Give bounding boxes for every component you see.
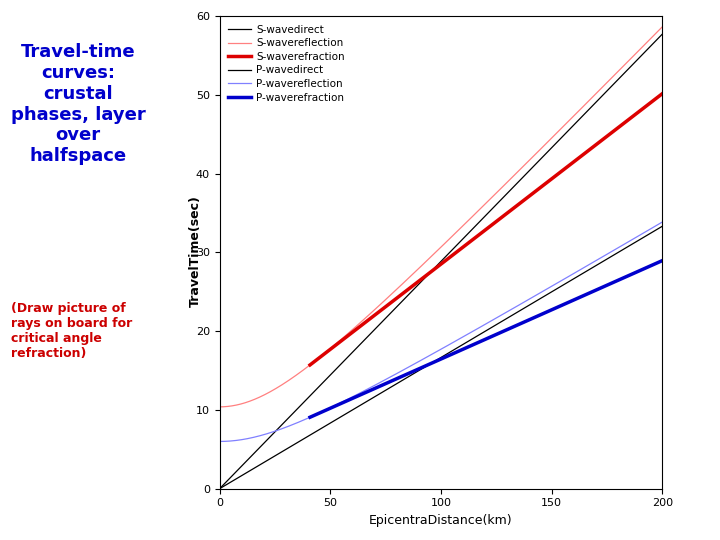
- Text: Travel-time
curves:
crustal
phases, layer
over
halfspace: Travel-time curves: crustal phases, laye…: [11, 43, 145, 165]
- Text: TravelTime(sec): TravelTime(sec): [189, 195, 202, 307]
- Legend: S-wavedirect, S-wavereflection, S-waverefraction, P-wavedirect, P-wavereflection: S-wavedirect, S-wavereflection, S-wavere…: [225, 22, 348, 106]
- Text: (Draw picture of
rays on board for
critical angle
refraction): (Draw picture of rays on board for criti…: [11, 302, 132, 360]
- X-axis label: EpicentraDistance(km): EpicentraDistance(km): [369, 514, 513, 527]
